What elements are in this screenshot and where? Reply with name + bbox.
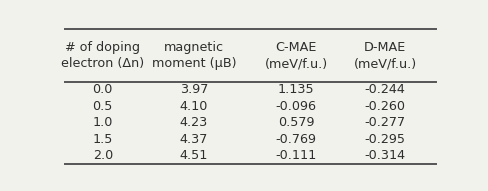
Text: 2.0: 2.0	[93, 149, 113, 162]
Text: 0.5: 0.5	[92, 100, 113, 113]
Text: -0.769: -0.769	[275, 133, 316, 146]
Text: D-MAE
(meV/f.u.): D-MAE (meV/f.u.)	[353, 40, 416, 70]
Text: -0.314: -0.314	[364, 149, 405, 162]
Text: -0.277: -0.277	[364, 117, 405, 129]
Text: 4.51: 4.51	[179, 149, 207, 162]
Text: -0.244: -0.244	[364, 83, 405, 96]
Text: 1.0: 1.0	[92, 117, 113, 129]
Text: 4.37: 4.37	[179, 133, 207, 146]
Text: -0.096: -0.096	[275, 100, 316, 113]
Text: # of doping
electron (Δn): # of doping electron (Δn)	[61, 40, 144, 70]
Text: 1.5: 1.5	[92, 133, 113, 146]
Text: -0.295: -0.295	[364, 133, 405, 146]
Text: magnetic
moment (μB): magnetic moment (μB)	[151, 40, 236, 70]
Text: 0.0: 0.0	[92, 83, 113, 96]
Text: -0.111: -0.111	[275, 149, 316, 162]
Text: 4.23: 4.23	[179, 117, 207, 129]
Text: 1.135: 1.135	[277, 83, 314, 96]
Text: C-MAE
(meV/f.u.): C-MAE (meV/f.u.)	[264, 40, 327, 70]
Text: 4.10: 4.10	[179, 100, 207, 113]
Text: 3.97: 3.97	[179, 83, 207, 96]
Text: 0.579: 0.579	[277, 117, 314, 129]
Text: -0.260: -0.260	[364, 100, 405, 113]
